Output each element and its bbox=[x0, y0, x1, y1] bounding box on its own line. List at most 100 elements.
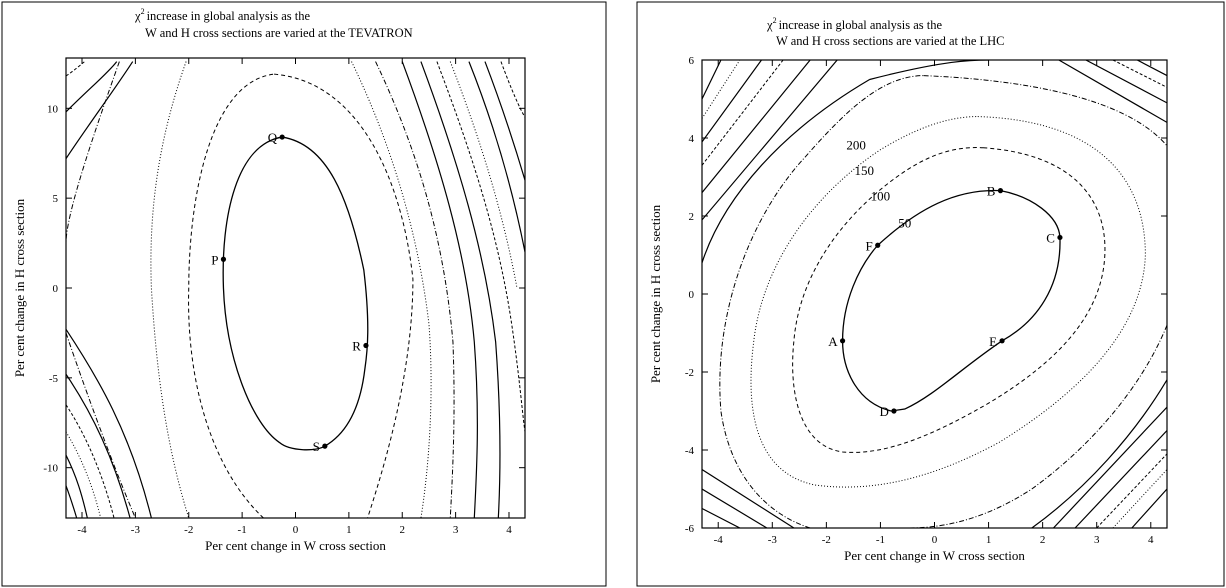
y-tick-label: 4 bbox=[689, 133, 695, 145]
point-marker-F bbox=[875, 242, 881, 248]
labeled-points: B C F A E D bbox=[828, 184, 1063, 419]
contour-topleft-c bbox=[702, 60, 783, 165]
chart-title-line-2: W and H cross sections are varied at the… bbox=[145, 26, 413, 40]
y-tick-label: 0 bbox=[53, 283, 59, 295]
x-tick-label: 3 bbox=[453, 524, 459, 536]
point-label-C: C bbox=[1046, 230, 1055, 245]
contour-topleft-3 bbox=[66, 62, 85, 76]
point-label-F: F bbox=[865, 238, 872, 253]
contour-200 bbox=[720, 76, 1167, 528]
contour-topleft-f bbox=[702, 60, 721, 99]
labeled-points: Q P R S bbox=[211, 130, 369, 454]
contour-inner bbox=[223, 137, 368, 450]
y-tick-label: 0 bbox=[689, 289, 695, 301]
contour-100 bbox=[793, 148, 1105, 453]
chi-superscript: 2 bbox=[773, 16, 777, 25]
contour-right-solid-2 bbox=[421, 62, 500, 518]
contour-bottomleft-4 bbox=[66, 432, 101, 518]
point-label-Q: Q bbox=[268, 130, 278, 145]
contour-bottomright-d bbox=[1113, 470, 1167, 529]
contour-outer-solid-1 bbox=[702, 60, 1167, 528]
contour-bottomleft-b bbox=[702, 489, 767, 528]
x-tick-label: 1 bbox=[346, 524, 352, 536]
contour-topleft-d bbox=[702, 60, 761, 142]
y-tick-label: 10 bbox=[47, 103, 59, 115]
y-tick-label: -10 bbox=[43, 463, 58, 475]
contour-50 bbox=[843, 191, 1060, 411]
x-tick-label: 2 bbox=[1040, 534, 1046, 546]
chi-superscript: 2 bbox=[141, 7, 145, 16]
contour-level-labels: 200 150 100 50 bbox=[846, 138, 911, 231]
contour-right-solid-3 bbox=[469, 62, 525, 252]
contour-bottomleft-6 bbox=[66, 486, 77, 518]
contour-topright-a bbox=[1059, 60, 1167, 122]
contour-150 bbox=[751, 117, 1145, 488]
chi-symbol: χ bbox=[766, 18, 773, 32]
contour-bottomleft-c bbox=[702, 509, 740, 529]
point-label-E: E bbox=[989, 334, 997, 349]
chart-title-line-1: χ2 increase in global analysis as the bbox=[134, 7, 311, 23]
point-marker-P bbox=[220, 256, 227, 262]
point-marker-R bbox=[363, 342, 369, 349]
contour-dashdot-left bbox=[66, 62, 135, 518]
y-axis-label: Per cent change in H cross section bbox=[12, 198, 27, 377]
contour-right-solid-4 bbox=[485, 62, 525, 181]
contour-bottomright-b bbox=[1075, 431, 1167, 529]
contour-topleft-2 bbox=[66, 62, 133, 159]
tevatron-chart: χ2 increase in global analysis as the W a… bbox=[1, 1, 607, 587]
contour-bottomleft-1 bbox=[66, 329, 151, 518]
contour-lines bbox=[702, 60, 1167, 528]
y-tick-label: -6 bbox=[685, 523, 695, 535]
contour-dashdot-right bbox=[376, 62, 454, 518]
contour-topleft-e bbox=[702, 60, 740, 119]
contour-lines bbox=[66, 62, 525, 518]
contour-topleft-a bbox=[702, 60, 837, 220]
contour-topleft-b bbox=[702, 60, 810, 193]
contour-dotted-left bbox=[151, 62, 189, 518]
contour-dashed-ellipse bbox=[189, 74, 413, 518]
point-label-S: S bbox=[313, 439, 320, 454]
y-tick-label: 2 bbox=[689, 211, 695, 223]
y-axis-label: Per cent change in H cross section bbox=[648, 204, 663, 383]
contour-bottomleft-3 bbox=[66, 405, 114, 518]
x-tick-label: 1 bbox=[986, 534, 992, 546]
contour-level-100: 100 bbox=[871, 188, 891, 203]
x-tick-label: 4 bbox=[1148, 534, 1154, 546]
contour-topright-d bbox=[1137, 60, 1167, 76]
point-label-P: P bbox=[211, 252, 218, 267]
contour-topleft-1 bbox=[66, 62, 117, 112]
lhc-chart: χ2 increase in global analysis as the W a… bbox=[636, 1, 1225, 587]
y-tick-label: 5 bbox=[53, 193, 59, 205]
contour-dotted-right bbox=[352, 62, 432, 518]
contour-level-50: 50 bbox=[898, 216, 911, 231]
chart-title-line-2: W and H cross sections are varied at the… bbox=[776, 34, 1005, 48]
contour-right-dotted-1 bbox=[450, 62, 517, 288]
point-label-R: R bbox=[352, 339, 361, 354]
title-text-1: increase in global analysis as the bbox=[779, 18, 943, 32]
contour-right-dashed-2 bbox=[501, 62, 525, 118]
x-tick-label: -3 bbox=[131, 524, 141, 536]
contour-bottomright-c bbox=[1097, 454, 1167, 528]
x-tick-label: -4 bbox=[77, 524, 87, 536]
x-tick-label: -2 bbox=[822, 534, 831, 546]
x-tick-label: 0 bbox=[932, 534, 938, 546]
x-tick-label: -3 bbox=[768, 534, 778, 546]
chi-symbol: χ bbox=[134, 9, 141, 23]
point-marker-A bbox=[839, 338, 846, 344]
point-marker-E bbox=[999, 338, 1005, 344]
x-axis-label: Per cent change in W cross section bbox=[205, 538, 386, 553]
contour-bottomleft-2 bbox=[66, 374, 130, 518]
x-tick-label: 0 bbox=[293, 524, 299, 536]
point-marker-S bbox=[322, 443, 328, 449]
contour-bottomleft-a bbox=[702, 470, 794, 529]
contour-clip bbox=[702, 60, 1167, 528]
contour-bottomright-e bbox=[1132, 489, 1167, 528]
contour-topright-c bbox=[1113, 60, 1167, 87]
point-marker-Q bbox=[279, 134, 285, 140]
chart-title-line-1: χ2 increase in global analysis as the bbox=[766, 16, 943, 32]
contour-level-150: 150 bbox=[854, 163, 874, 178]
point-marker-D bbox=[891, 408, 897, 414]
title-text-1: increase in global analysis as the bbox=[147, 9, 311, 23]
x-tick-label: 4 bbox=[506, 524, 512, 536]
contour-right-dashed-1 bbox=[437, 62, 525, 432]
